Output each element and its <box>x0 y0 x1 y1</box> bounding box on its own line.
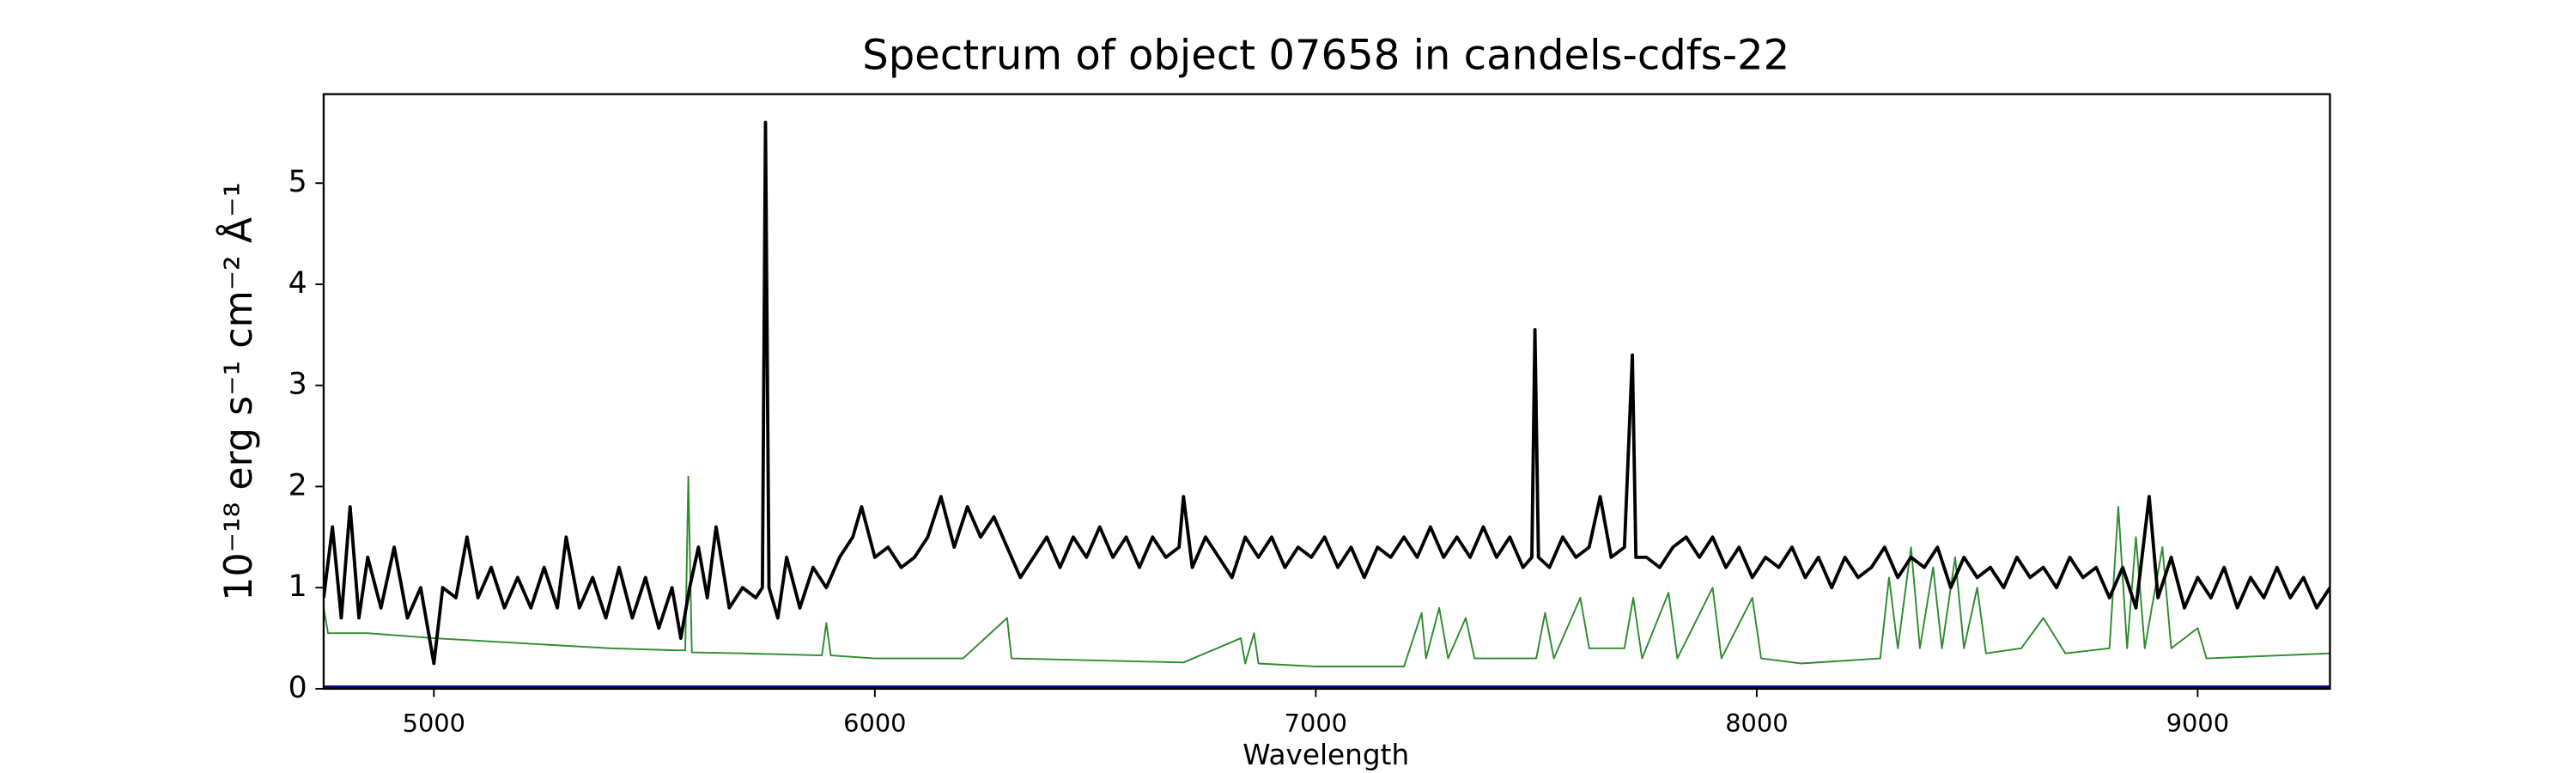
x-tick-label: 9000 <box>2166 709 2229 738</box>
spectrum-line <box>323 120 2330 666</box>
y-tick-label: 3 <box>289 368 307 402</box>
y-tick-label: 4 <box>289 266 307 301</box>
y-tick-label: 2 <box>289 468 307 502</box>
spectrum-line <box>323 475 2330 667</box>
y-tick-label: 0 <box>289 671 307 705</box>
x-axis-label: Wavelength <box>1242 739 1409 771</box>
x-tick-label: 8000 <box>1725 709 1788 738</box>
x-tick-label: 7000 <box>1285 709 1347 738</box>
chart-title: Spectrum of object 07658 in candels-cdfs… <box>862 31 1789 79</box>
plot-frame <box>322 93 2331 691</box>
y-tick-label: 1 <box>289 569 307 604</box>
y-tick-label: 5 <box>289 165 307 199</box>
y-axis-label: 10⁻¹⁸ erg s⁻¹ cm⁻² Å⁻¹ <box>216 182 261 601</box>
x-tick-label: 6000 <box>843 709 906 738</box>
x-tick-label: 5000 <box>403 709 465 738</box>
